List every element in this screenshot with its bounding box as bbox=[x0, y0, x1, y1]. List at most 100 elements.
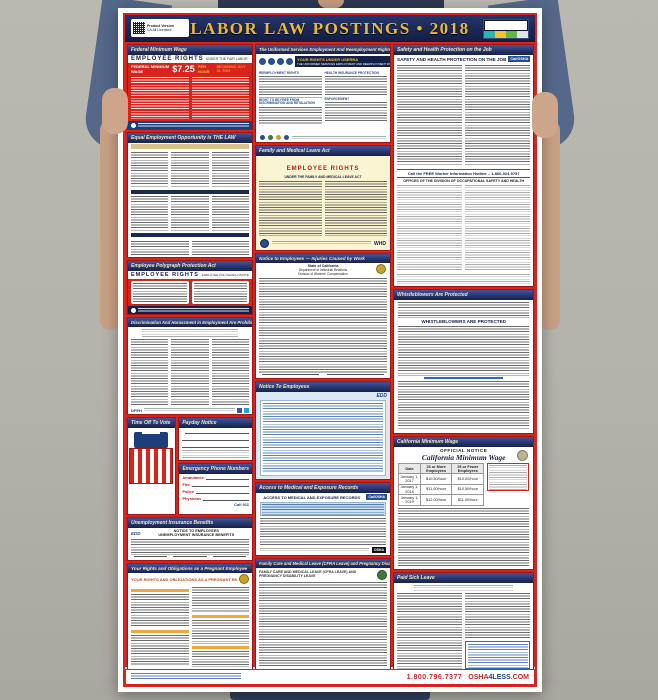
product-version-line2: CA All Licensed bbox=[147, 28, 172, 32]
eeo-body-text bbox=[128, 150, 252, 190]
workcomp-header: Notice to Employees — Injuries Caused by… bbox=[256, 254, 390, 263]
paid-sick-leave-body bbox=[394, 591, 533, 671]
table-row: January 1, 2017 $10.50/hour $10.00/hour bbox=[398, 473, 485, 485]
osha-logo: OSHA bbox=[371, 547, 386, 553]
section-workers-comp-notice: Notice to Employees — Injuries Caused by… bbox=[255, 253, 391, 379]
edd-logo: EDD bbox=[131, 530, 141, 536]
section-federal-minimum-wage: Federal Minimum Wage EMPLOYEE RIGHTS UND… bbox=[127, 44, 253, 130]
unemployment-title-2: UNEMPLOYMENT INSURANCE BENEFITS bbox=[158, 533, 235, 537]
footer-phone-number: 1.800.796.7377 bbox=[406, 673, 463, 681]
fmla-header: Family and Medical Leave Act bbox=[256, 146, 390, 156]
footer-fine-print bbox=[131, 673, 241, 681]
section-cfra-pdl: Family Care and Medical Leave (CFRA Leav… bbox=[255, 558, 391, 672]
userra-seal-icon bbox=[268, 58, 275, 65]
eeo-divider-1 bbox=[131, 189, 249, 194]
labor-law-poster: Product Version CA All Licensed LABOR LA… bbox=[118, 8, 542, 692]
userra-seal-icon bbox=[277, 58, 284, 65]
safety-title: SAFETY AND HEALTH PROTECTION ON THE JOB bbox=[397, 56, 507, 62]
offices-title: OFFICES OF THE DIVISION OF OCCUPATIONAL … bbox=[403, 179, 525, 184]
product-version-sticker: Product Version CA All Licensed bbox=[131, 19, 189, 37]
flsa-per-hour: PER HOUR bbox=[197, 64, 210, 74]
person-left-forearm bbox=[100, 120, 120, 330]
flsa-footer bbox=[128, 121, 252, 129]
person-right-hand bbox=[532, 92, 558, 138]
emergency-row: Police bbox=[179, 488, 252, 495]
userra-heading: ENFORCEMENT bbox=[324, 97, 350, 101]
unemployment-signature-lines bbox=[128, 556, 252, 560]
safety-body-text bbox=[394, 63, 533, 168]
calosha-logo: Cal/OSHA bbox=[508, 56, 531, 62]
state-seal-icon bbox=[376, 264, 386, 274]
dfeh-seal-icon bbox=[377, 570, 387, 580]
userra-heading: REEMPLOYMENT RIGHTS bbox=[259, 71, 299, 75]
emergency-call-911: Call 911 bbox=[234, 501, 249, 507]
twitter-icon bbox=[244, 408, 249, 413]
discrimination-header: Discrimination And Harassment in Employm… bbox=[128, 318, 252, 327]
right-column: Safety and Health Protection on the Job … bbox=[393, 44, 535, 672]
polygraph-title: EMPLOYEE RIGHTS bbox=[131, 272, 199, 278]
section-userra: The Uniformed Services Employment And Re… bbox=[255, 44, 391, 143]
flsa-title: EMPLOYEE RIGHTS bbox=[131, 56, 204, 62]
whistleblowers-title: WHISTLEBLOWERS ARE PROTECTED bbox=[421, 319, 506, 324]
flsa-subtitle: UNDER THE FAIR LABOR STANDARDS ACT bbox=[205, 57, 249, 61]
unemployment-title-1: NOTICE TO EMPLOYEES bbox=[173, 529, 219, 533]
poster-masthead: Product Version CA All Licensed LABOR LA… bbox=[125, 15, 535, 42]
dol-seal-icon bbox=[260, 239, 269, 248]
cfra-title: FAMILY CARE AND MEDICAL LEAVE (CFRA LEAV… bbox=[259, 570, 357, 578]
section-polygraph-act: Employee Polygraph Protection Act EMPLOY… bbox=[127, 260, 253, 315]
section-vote-payday-emergency: Time Off To Vote TIME OFF TO VOTE bbox=[127, 417, 253, 515]
ballot-box-illustration bbox=[128, 428, 174, 514]
table-row: January 1, 2018 $11.00/hour $10.50/hour bbox=[398, 483, 485, 496]
pregnant-title: YOUR RIGHTS AND OBLIGATIONS AS A PREGNAN… bbox=[131, 576, 237, 582]
access-highlight-box bbox=[260, 502, 386, 516]
discrimination-body-text bbox=[128, 337, 252, 407]
fmla-subtitle: UNDER THE FAMILY AND MEDICAL LEAVE ACT bbox=[284, 175, 362, 179]
dol-seal-icon bbox=[131, 122, 136, 128]
workcomp-line2: Department of Industrial Relations bbox=[298, 268, 348, 272]
facebook-icon bbox=[237, 408, 242, 413]
section-time-off-to-vote: Time Off To Vote TIME OFF TO VOTE bbox=[127, 417, 177, 515]
userra-seal-icon bbox=[259, 58, 266, 65]
pregnant-body-text bbox=[128, 585, 252, 671]
camw-callout-box bbox=[487, 463, 530, 491]
california-seal-icon bbox=[239, 574, 249, 584]
section-safety-health-protection: Safety and Health Protection on the Job … bbox=[393, 44, 535, 287]
cfra-header: Family Care and Medical Leave (CFRA Leav… bbox=[256, 559, 390, 568]
safety-header: Safety and Health Protection on the Job bbox=[394, 45, 534, 55]
left-column: Federal Minimum Wage EMPLOYEE RIGHTS UND… bbox=[127, 44, 253, 672]
emergency-row: Ambulance bbox=[179, 474, 252, 481]
person-left-hand bbox=[102, 88, 128, 134]
vote-header: Time Off To Vote bbox=[128, 418, 176, 428]
section-unemployment-insurance: Unemployment Insurance Benefits EDD NOTI… bbox=[127, 517, 253, 561]
section-fmla: Family and Medical Leave Act EMPLOYEE RI… bbox=[255, 145, 391, 251]
polygraph-footer bbox=[128, 306, 252, 314]
flsa-amount: $7.25 bbox=[172, 64, 195, 74]
eeo-divider-2 bbox=[131, 233, 249, 237]
userra-seal-icon bbox=[286, 58, 293, 65]
emergency-row: Fire bbox=[179, 481, 252, 488]
section-emergency-numbers: Emergency Phone Numbers Ambulance Fire P… bbox=[178, 462, 253, 515]
whd-logo: WHD bbox=[374, 240, 386, 247]
section-california-minimum-wage: California Minimum Wage OFFICIAL NOTICE … bbox=[393, 436, 535, 570]
userra-agency-logos bbox=[256, 134, 390, 142]
paid-sick-links-box bbox=[465, 641, 531, 670]
section-paid-sick-leave: Paid Sick Leave bbox=[393, 572, 535, 672]
flsa-wage-label: FEDERAL MINIMUM WAGE bbox=[131, 64, 169, 74]
eeo-subtitle-band bbox=[131, 144, 249, 149]
camw-title: California Minimum Wage bbox=[421, 453, 506, 462]
person-right-forearm bbox=[540, 120, 560, 330]
emergency-row: Physician bbox=[179, 495, 252, 502]
workcomp-signature-lines bbox=[256, 374, 390, 378]
userra-heading: HEALTH INSURANCE PROTECTION bbox=[324, 71, 379, 75]
payday-header: Payday Notice bbox=[179, 418, 252, 428]
minimum-wage-table: Date 26 or More Employees 25 or Fewer Em… bbox=[398, 462, 485, 506]
userra-header: The Uniformed Services Employment And Re… bbox=[256, 45, 390, 54]
qr-code-icon bbox=[133, 22, 145, 34]
flsa-beginning: BEGINNING JULY 24, 2009 bbox=[216, 65, 246, 73]
fmla-title: EMPLOYEE RIGHTS bbox=[286, 166, 360, 172]
section-eeo-is-the-law: Equal Employment Opportunity is THE LAW bbox=[127, 132, 253, 258]
userra-subtitle: THE UNIFORMED SERVICES EMPLOYMENT AND RE… bbox=[297, 62, 390, 66]
section-whistleblowers: Whistleblowers Are Protected WHISTLEBLOW… bbox=[393, 289, 535, 434]
table-row: January 1, 2019 $12.00/hour $11.00/hour bbox=[398, 494, 485, 506]
